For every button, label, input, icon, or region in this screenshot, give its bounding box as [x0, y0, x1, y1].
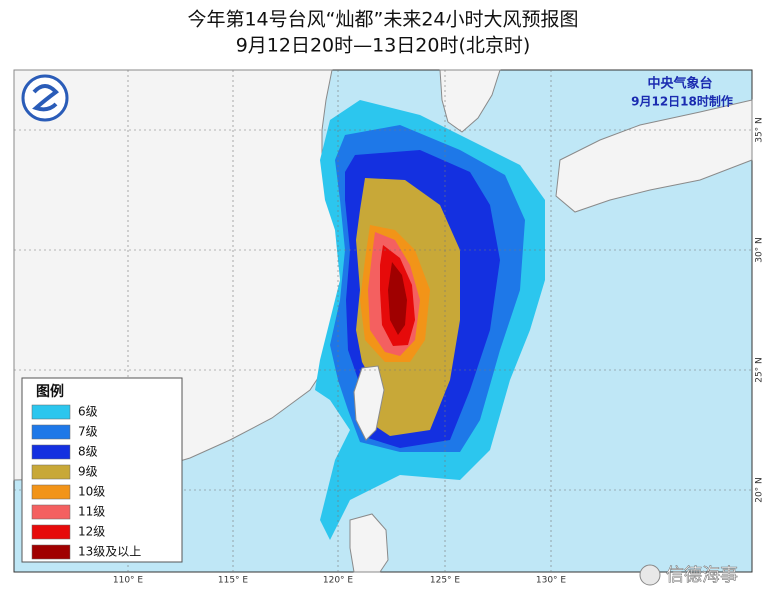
legend: 图例 6级 7级 8级 9级 10级 11级 12级 13级及以上 — [21, 377, 183, 563]
legend-label: 10级 — [78, 485, 105, 499]
latitude-label: 30° N — [755, 237, 765, 263]
graticule — [14, 70, 752, 572]
japan — [555, 99, 753, 213]
longitude-label: 125° E — [430, 576, 461, 586]
issued: 9月12日18时制作 — [631, 94, 733, 109]
logo-mark — [32, 84, 59, 112]
watermark-icon — [639, 564, 661, 586]
legend-swatch — [31, 464, 71, 480]
legend-swatch — [31, 544, 71, 560]
longitude-label: 110° E — [113, 576, 144, 586]
legend-swatch — [31, 404, 71, 420]
latitude-label: 35° N — [755, 117, 765, 143]
wind-band — [388, 262, 407, 335]
luzon — [349, 513, 389, 573]
longitude-label: 115° E — [218, 576, 249, 586]
legend-title: 图例 — [36, 383, 64, 400]
legend-swatch — [31, 444, 71, 460]
latitude-label: 25° N — [755, 357, 765, 383]
legend-label: 12级 — [78, 525, 105, 539]
legend-label: 7级 — [78, 425, 98, 439]
legend-label: 11级 — [78, 505, 105, 519]
legend-label: 6级 — [78, 405, 98, 419]
axis-labels: 110° E 115° E 120° E 125° E 130° E 35° N 30° N… — [113, 117, 765, 585]
agency: 中央气象台 — [647, 76, 712, 92]
watermark: 信德海事 — [666, 565, 738, 586]
longitude-label: 120° E — [323, 576, 354, 586]
latitude-label: 20° N — [755, 477, 765, 503]
legend-swatch — [31, 484, 71, 500]
longitude-label: 130° E — [536, 576, 567, 586]
legend-label: 8级 — [78, 445, 98, 459]
legend-label: 9级 — [78, 465, 98, 479]
korea — [439, 69, 501, 133]
legend-swatch — [31, 524, 71, 540]
subtitle: 9月12日20时—13日20时(北京时) — [236, 35, 531, 57]
map: 中央气象台 9月12日18时制作 图例 6级 7级 8级 9级 10级 11级 12级 13级… — [13, 69, 753, 573]
title: 今年第14号台风“灿都”未来24小时大风预报图 — [187, 9, 578, 31]
legend-swatch — [31, 424, 71, 440]
legend-label: 13级及以上 — [78, 545, 141, 559]
legend-swatch — [31, 504, 71, 520]
